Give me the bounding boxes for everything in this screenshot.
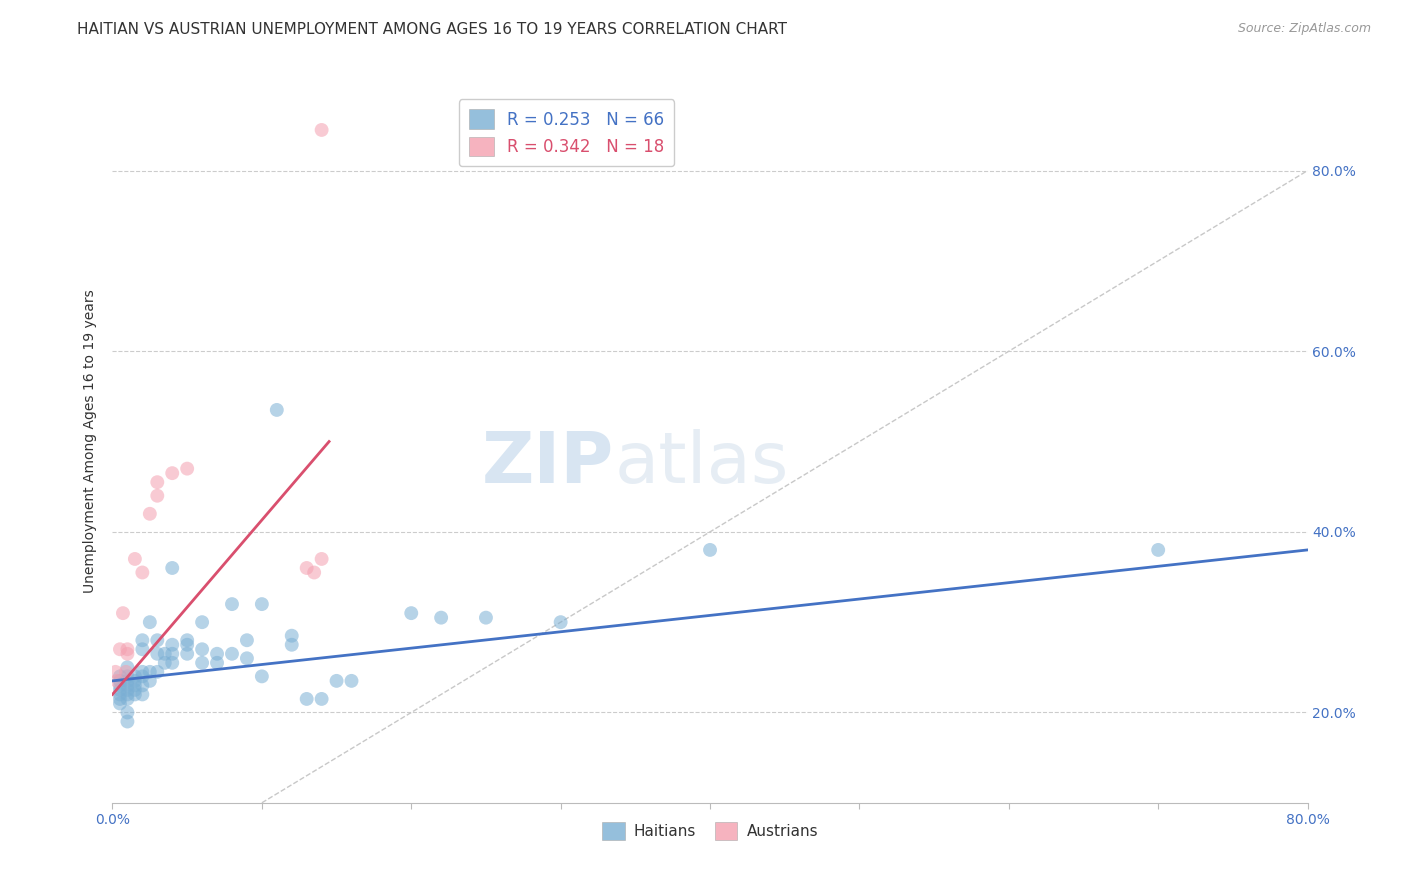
Point — [124, 678, 146, 692]
Point — [117, 669, 139, 683]
Point — [108, 697, 131, 711]
Point — [221, 597, 243, 611]
Point — [139, 665, 162, 679]
Point — [281, 638, 304, 652]
Point — [111, 606, 134, 620]
Point — [146, 633, 169, 648]
Point — [311, 692, 333, 706]
Point — [250, 669, 273, 683]
Point — [117, 642, 139, 657]
Text: ZIP: ZIP — [482, 429, 614, 498]
Point — [176, 647, 198, 661]
Point — [295, 692, 318, 706]
Y-axis label: Unemployment Among Ages 16 to 19 years: Unemployment Among Ages 16 to 19 years — [83, 290, 97, 593]
Point — [139, 507, 162, 521]
Point — [117, 682, 139, 697]
Point — [295, 561, 318, 575]
Legend: Haitians, Austrians: Haitians, Austrians — [596, 816, 824, 846]
Point — [699, 542, 721, 557]
Point — [117, 660, 139, 674]
Point — [153, 647, 176, 661]
Point — [108, 669, 131, 683]
Point — [176, 461, 198, 475]
Point — [108, 687, 131, 701]
Point — [302, 566, 325, 580]
Point — [1147, 542, 1170, 557]
Point — [124, 669, 146, 683]
Point — [105, 673, 128, 688]
Point — [162, 466, 183, 480]
Point — [340, 673, 363, 688]
Point — [153, 656, 176, 670]
Point — [191, 656, 214, 670]
Point — [550, 615, 572, 630]
Point — [430, 610, 453, 624]
Point — [108, 682, 131, 697]
Point — [124, 687, 146, 701]
Point — [266, 403, 288, 417]
Point — [131, 566, 153, 580]
Point — [131, 642, 153, 657]
Point — [117, 706, 139, 720]
Point — [236, 633, 259, 648]
Point — [108, 673, 131, 688]
Point — [311, 123, 333, 137]
Point — [124, 552, 146, 566]
Point — [146, 489, 169, 503]
Point — [250, 597, 273, 611]
Point — [104, 665, 127, 679]
Point — [131, 687, 153, 701]
Point — [117, 714, 139, 729]
Point — [325, 673, 347, 688]
Point — [191, 615, 214, 630]
Point — [131, 665, 153, 679]
Text: Source: ZipAtlas.com: Source: ZipAtlas.com — [1237, 22, 1371, 36]
Point — [124, 682, 146, 697]
Point — [191, 642, 214, 657]
Point — [117, 692, 139, 706]
Point — [475, 610, 498, 624]
Point — [162, 656, 183, 670]
Point — [108, 692, 131, 706]
Point — [117, 678, 139, 692]
Point — [117, 647, 139, 661]
Point — [131, 669, 153, 683]
Point — [176, 633, 198, 648]
Point — [117, 673, 139, 688]
Point — [205, 647, 228, 661]
Point — [146, 475, 169, 490]
Text: HAITIAN VS AUSTRIAN UNEMPLOYMENT AMONG AGES 16 TO 19 YEARS CORRELATION CHART: HAITIAN VS AUSTRIAN UNEMPLOYMENT AMONG A… — [77, 22, 787, 37]
Point — [205, 656, 228, 670]
Point — [162, 561, 183, 575]
Point — [108, 642, 131, 657]
Point — [131, 633, 153, 648]
Point — [124, 673, 146, 688]
Point — [131, 678, 153, 692]
Point — [221, 647, 243, 661]
Point — [146, 665, 169, 679]
Point — [162, 647, 183, 661]
Point — [176, 638, 198, 652]
Point — [146, 647, 169, 661]
Point — [108, 678, 131, 692]
Point — [401, 606, 423, 620]
Point — [281, 629, 304, 643]
Point — [115, 665, 138, 679]
Point — [162, 638, 183, 652]
Point — [139, 615, 162, 630]
Point — [236, 651, 259, 665]
Text: atlas: atlas — [614, 429, 789, 498]
Point — [117, 687, 139, 701]
Point — [311, 552, 333, 566]
Point — [139, 673, 162, 688]
